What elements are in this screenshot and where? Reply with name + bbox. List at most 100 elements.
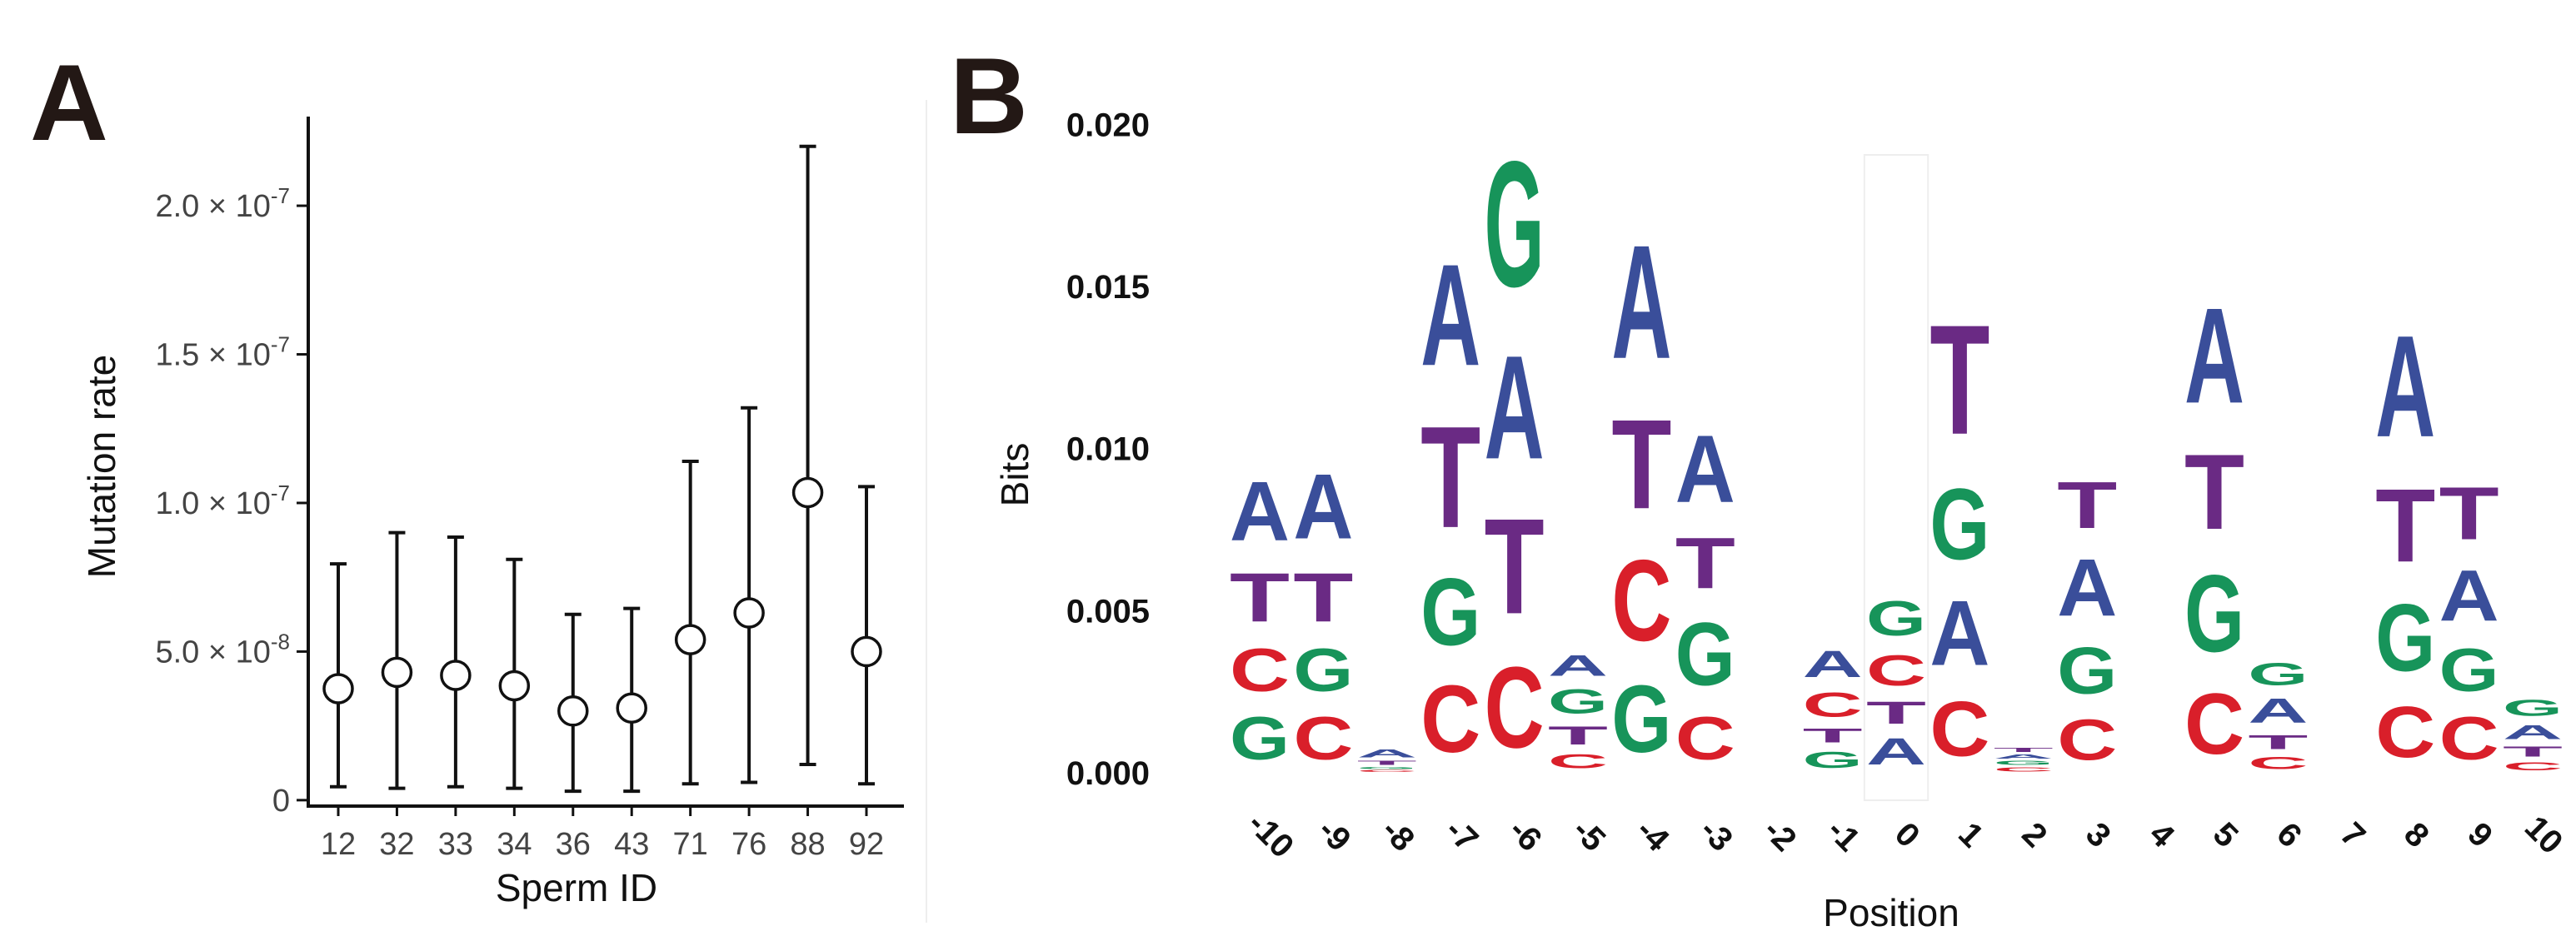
x-tick-label: 43 [614, 827, 649, 862]
y-tick-label: 2.0 × 10-7 [155, 183, 290, 224]
x-tick-label: -7 [1438, 812, 1485, 859]
x-tick-label: -9 [1310, 812, 1357, 859]
data-point-71 [674, 460, 706, 786]
logo-letter-T: T [1803, 724, 1863, 747]
x-tick-label: -6 [1502, 812, 1549, 859]
logo-letter-G: G [2439, 637, 2499, 705]
data-point-43 [616, 606, 647, 794]
logo-letter-C: C [1548, 750, 1608, 773]
y-axis: 0.000 0.005 0.010 0.015 0.020 [1066, 107, 1150, 792]
x-tick-label: 10 [2518, 809, 2570, 862]
logo-letter-T: T [2057, 469, 2117, 543]
point-marker [851, 635, 882, 668]
logo-letter-T: T [2248, 731, 2308, 754]
logo-letter-C: C [1611, 535, 1671, 665]
y-tick-label: 0.015 [1066, 269, 1150, 306]
x-tick-label: 9 [2460, 815, 2499, 854]
logo-letter-G: G [1611, 666, 1671, 773]
y-axis-title: Bits [993, 443, 1036, 507]
y-tick-label: 0 [272, 784, 290, 819]
x-tick-label: -5 [1565, 812, 1612, 859]
logo-letter-G: G [2057, 634, 2117, 708]
logo-letter-T: T [2184, 432, 2244, 552]
logo-letter-C: C [1803, 685, 1863, 724]
logo-letter-C: C [2248, 754, 2308, 773]
data-point-88 [791, 144, 824, 767]
logo-letter-A: A [2503, 721, 2563, 744]
logo-letter-T: T [1994, 747, 2054, 754]
logo-letter-T: T [1293, 559, 1353, 636]
x-tick-label: 32 [379, 827, 414, 862]
logo-letter-A: A [1994, 754, 2054, 760]
x-axis: -10 -9 -8 -7 -6 -5 -4 -3 -2 -1 0 1 2 3 4 5 6 7 8 9 10 [1241, 805, 2569, 865]
x-tick-label: -1 [1820, 812, 1867, 859]
logo-letter-A: A [1930, 581, 1989, 685]
point-marker [674, 624, 706, 655]
logo-letter-A: A [1866, 731, 1926, 773]
logo-letter-T: T [2375, 467, 2435, 584]
logo-letter-C: C [2057, 708, 2117, 773]
logo-letter-A: A [1230, 465, 1290, 559]
logo-letter-G: G [1548, 682, 1608, 720]
x-tick-label: 7 [2334, 815, 2373, 854]
panel-b-label: B [950, 35, 1028, 157]
x-axis-title: Position [1823, 891, 1959, 934]
x-tick-label: 12 [321, 827, 356, 862]
x-tick-label: 92 [849, 827, 884, 862]
logo-letter-G: G [1485, 125, 1545, 325]
logo-letter-C: C [1485, 642, 1545, 772]
logo-letter-C: C [1994, 766, 2054, 773]
position-highlight [1863, 154, 1930, 801]
data-point-33 [440, 535, 472, 789]
logo-letter-A: A [1548, 650, 1608, 682]
x-tick-label: -2 [1756, 812, 1803, 859]
x-tick-label: 76 [731, 827, 766, 862]
point-marker [733, 597, 765, 629]
logo-letter-T: T [1866, 695, 1926, 731]
logo-letter-T: T [1548, 721, 1608, 750]
x-tick-label: -10 [1241, 805, 1300, 865]
logo-letter-A: A [1485, 326, 1545, 490]
y-tick-label: 0.000 [1066, 755, 1150, 792]
logo-letter-A: A [1420, 235, 1480, 396]
point-marker [616, 692, 647, 724]
logo-letter-G: G [2503, 695, 2563, 721]
point-marker [498, 670, 531, 702]
panel-a-label: A [30, 42, 108, 163]
x-tick-label: -8 [1375, 812, 1421, 859]
logo-letter-G: G [2184, 553, 2244, 675]
data-point-32 [381, 530, 413, 790]
logo-letter-T: T [1230, 559, 1290, 636]
logo-letter-A: A [1803, 644, 1863, 685]
x-axis-title: Sperm ID [496, 866, 657, 909]
logo-letter-T: T [1485, 491, 1545, 643]
y-tick-label: 0.020 [1066, 107, 1150, 143]
logo-letter-C: C [1930, 685, 1989, 773]
data-point-36 [557, 612, 589, 794]
logo-letter-G: G [1930, 467, 1989, 580]
data-point-76 [733, 406, 765, 784]
logo-letter-G: G [2375, 585, 2435, 692]
error-bar-chart: 0 5.0 × 10-8 1.0 × 10-7 1.5 × 10-7 2.0 × 10-… [80, 117, 904, 909]
logo-letter-T: T [2503, 744, 2563, 759]
y-tick-label: 5.0 × 10-8 [155, 629, 290, 670]
logo-letter-G: G [1675, 605, 1735, 705]
data-point-92 [851, 485, 882, 786]
point-marker [557, 695, 589, 727]
x-tick-label: 34 [497, 827, 532, 862]
logo-letter-C: C [1866, 646, 1926, 695]
logo-letter-A: A [2439, 555, 2499, 636]
